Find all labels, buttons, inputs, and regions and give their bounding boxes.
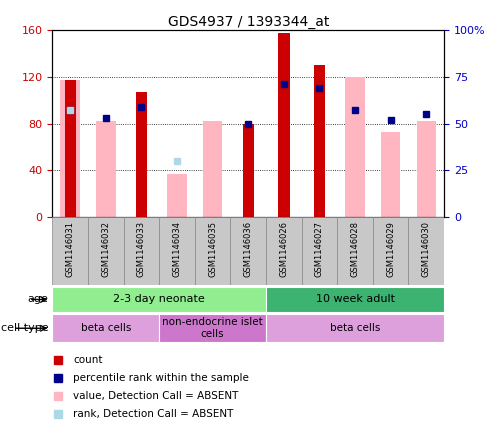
- Bar: [231, 217, 266, 285]
- Bar: [159, 217, 195, 285]
- Bar: [266, 286, 444, 313]
- Text: GSM1146036: GSM1146036: [244, 221, 253, 277]
- Text: age: age: [27, 294, 48, 305]
- Text: 10 week adult: 10 week adult: [315, 294, 395, 305]
- Bar: [52, 314, 159, 342]
- Text: count: count: [73, 355, 102, 365]
- Bar: [409, 217, 444, 285]
- Bar: [124, 217, 159, 285]
- Text: beta cells: beta cells: [330, 323, 380, 333]
- Bar: [203, 121, 223, 217]
- Text: GSM1146026: GSM1146026: [279, 221, 288, 277]
- Bar: [278, 33, 289, 217]
- Bar: [314, 65, 325, 217]
- Text: beta cells: beta cells: [81, 323, 131, 333]
- Text: GSM1146035: GSM1146035: [208, 221, 217, 277]
- Text: 2-3 day neonate: 2-3 day neonate: [113, 294, 205, 305]
- Text: rank, Detection Call = ABSENT: rank, Detection Call = ABSENT: [73, 409, 234, 419]
- Text: percentile rank within the sample: percentile rank within the sample: [73, 373, 249, 383]
- Bar: [60, 80, 80, 217]
- Bar: [159, 314, 266, 342]
- Bar: [96, 121, 116, 217]
- Text: GSM1146030: GSM1146030: [422, 221, 431, 277]
- Text: GSM1146033: GSM1146033: [137, 221, 146, 277]
- Text: value, Detection Call = ABSENT: value, Detection Call = ABSENT: [73, 391, 239, 401]
- Bar: [195, 217, 231, 285]
- Text: GSM1146027: GSM1146027: [315, 221, 324, 277]
- Text: GSM1146031: GSM1146031: [66, 221, 75, 277]
- Bar: [136, 92, 147, 217]
- Bar: [266, 217, 302, 285]
- Text: GSM1146034: GSM1146034: [173, 221, 182, 277]
- Text: GSM1146032: GSM1146032: [101, 221, 110, 277]
- Text: cell type: cell type: [1, 323, 48, 333]
- Bar: [64, 80, 76, 217]
- Title: GDS4937 / 1393344_at: GDS4937 / 1393344_at: [168, 14, 329, 29]
- Text: GSM1146028: GSM1146028: [351, 221, 360, 277]
- Bar: [243, 124, 254, 217]
- Bar: [337, 217, 373, 285]
- Text: non-endocrine islet
cells: non-endocrine islet cells: [162, 317, 263, 339]
- Bar: [381, 132, 401, 217]
- Bar: [266, 314, 444, 342]
- Text: GSM1146029: GSM1146029: [386, 221, 395, 277]
- Bar: [302, 217, 337, 285]
- Bar: [88, 217, 124, 285]
- Bar: [417, 121, 436, 217]
- Bar: [373, 217, 409, 285]
- Bar: [345, 77, 365, 217]
- Bar: [52, 217, 88, 285]
- Bar: [52, 286, 266, 313]
- Bar: [167, 174, 187, 217]
